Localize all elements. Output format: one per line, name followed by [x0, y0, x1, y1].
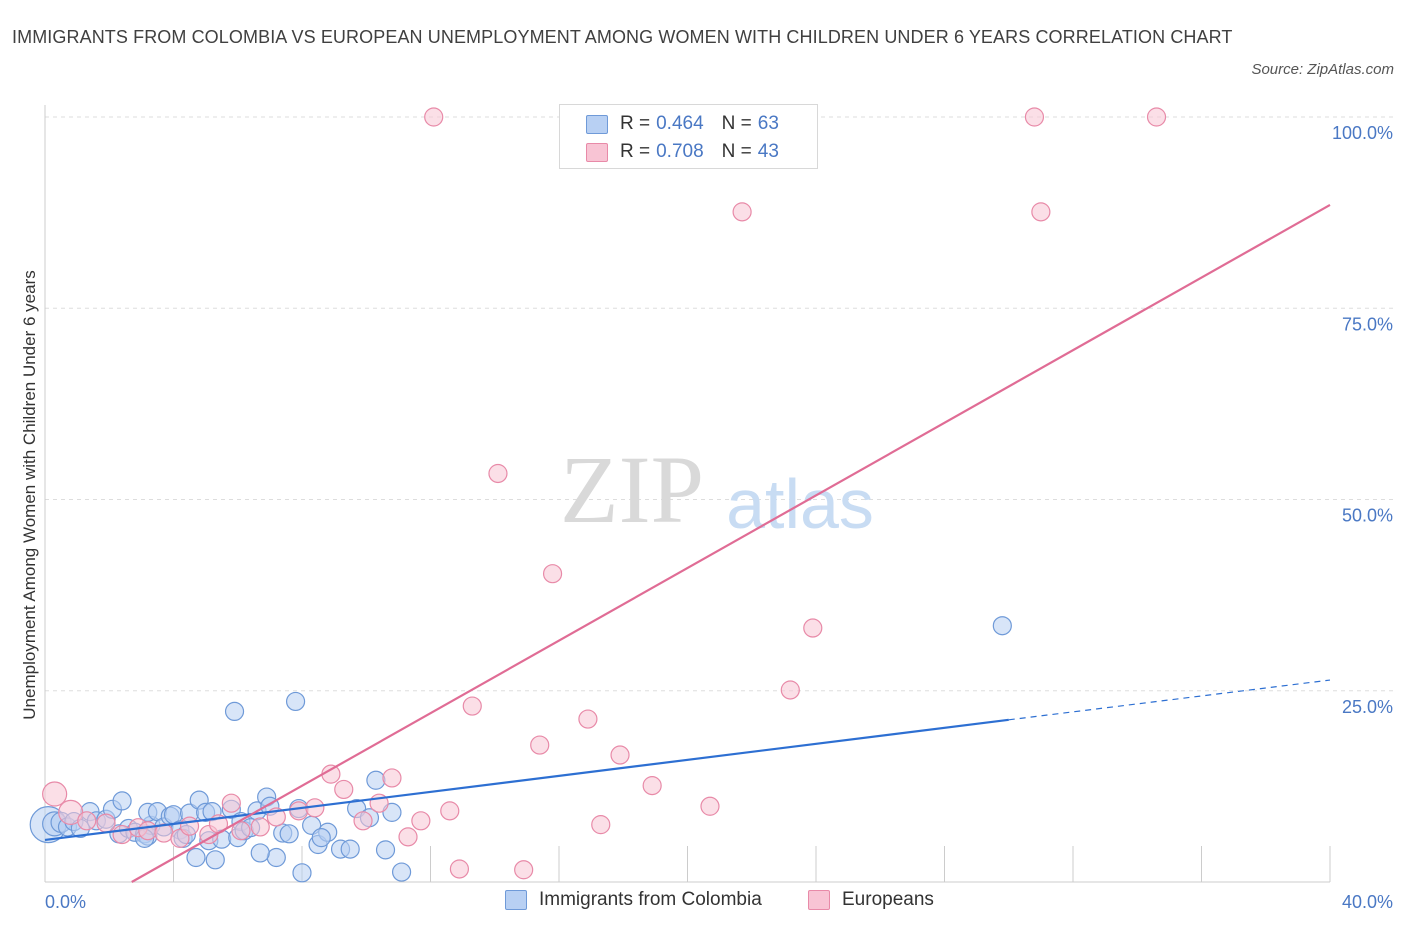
legend-n-label: N = [721, 141, 752, 162]
trend-line-extension [1008, 679, 1331, 721]
data-point [186, 847, 206, 868]
data-point [353, 811, 373, 831]
data-point [424, 107, 444, 127]
data-point [138, 821, 158, 841]
data-point [250, 843, 270, 863]
data-point [382, 768, 402, 788]
data-point [205, 850, 225, 870]
data-point [462, 696, 482, 716]
legend-swatch-pink [586, 142, 608, 162]
data-point [77, 811, 97, 831]
data-point [488, 463, 508, 484]
data-point [42, 781, 68, 807]
legend-n-value: 63 [757, 113, 779, 134]
data-point [440, 801, 460, 821]
trend-line-europeans [131, 204, 1331, 883]
x-tick-label: 0.0% [45, 892, 86, 912]
tick-labels: 25.0% 50.0% 75.0% 100.0% 0.0% 40.0% [45, 123, 1393, 912]
legend-swatch-blue [505, 890, 527, 910]
data-point [449, 859, 470, 879]
watermark-zip: ZIP [560, 436, 704, 543]
data-point [642, 776, 662, 796]
data-point [231, 821, 251, 841]
data-point [803, 618, 823, 638]
data-point [780, 680, 800, 700]
y-tick-label: 50.0% [1342, 506, 1393, 526]
data-point [112, 824, 132, 845]
legend-n-label: N = [721, 113, 752, 134]
grid-layer [44, 116, 1393, 882]
legend-row-blue: R = 0.464 N = 63 [586, 111, 779, 137]
data-point [578, 709, 598, 729]
data-point [112, 791, 132, 811]
legend-item-immigrants-from-colombia[interactable]: Immigrants from Colombia [505, 889, 762, 911]
data-point [992, 616, 1012, 636]
y-axis-label: Unemployment Among Women with Children U… [20, 270, 39, 719]
data-point [411, 811, 431, 831]
data-point [334, 779, 354, 800]
data-point [266, 847, 286, 868]
legend-item-europeans[interactable]: Europeans [808, 889, 934, 911]
data-point [289, 801, 309, 821]
axes-layer [44, 105, 1330, 883]
legend-r-label: R = [620, 113, 651, 134]
data-point [279, 824, 299, 844]
data-point [366, 770, 386, 790]
x-tick-label: 40.0% [1342, 892, 1393, 912]
correlation-legend: R = 0.464 N = 63 R = 0.708 N = 43 [559, 104, 818, 169]
data-point [375, 840, 396, 860]
data-point [591, 815, 611, 835]
series-legend: Immigrants from Colombia Europeans [0, 889, 1406, 915]
data-point [530, 735, 550, 755]
chart-title: IMMIGRANTS FROM COLOMBIA VS EUROPEAN UNE… [12, 27, 1233, 47]
data-point [610, 745, 630, 765]
legend-swatch-pink [808, 890, 830, 910]
data-point [391, 862, 412, 882]
points-europeans [42, 107, 1167, 880]
data-point [285, 691, 306, 712]
legend-r-value: 0.464 [656, 113, 704, 134]
trend-lines [44, 204, 1331, 883]
data-point [1031, 202, 1051, 222]
y-tick-label: 75.0% [1342, 314, 1393, 334]
legend-r-value: 0.708 [656, 141, 704, 162]
data-point [398, 827, 418, 847]
data-point [221, 793, 241, 813]
legend-r-label: R = [620, 141, 651, 162]
data-point [311, 828, 331, 848]
legend-swatch-blue [586, 114, 608, 134]
data-point [1146, 107, 1167, 127]
y-tick-label: 25.0% [1342, 697, 1393, 717]
data-point [340, 839, 360, 859]
data-point [514, 860, 534, 880]
data-point [224, 701, 245, 722]
data-point [732, 202, 752, 222]
data-point [96, 813, 116, 833]
data-point [1024, 107, 1045, 127]
chart-source: Source: ZipAtlas.com [1251, 61, 1394, 78]
legend-label: Europeans [842, 889, 934, 910]
y-tick-label: 100.0% [1332, 123, 1393, 143]
trend-line-immigrants-from-colombia [44, 718, 1009, 842]
legend-label: Immigrants from Colombia [539, 889, 762, 910]
data-point [700, 796, 720, 816]
data-point [292, 863, 312, 883]
data-point [542, 564, 563, 584]
data-point [250, 817, 270, 837]
legend-n-value: 43 [757, 141, 779, 162]
data-point [179, 816, 200, 836]
legend-row-pink: R = 0.708 N = 43 [586, 139, 779, 165]
